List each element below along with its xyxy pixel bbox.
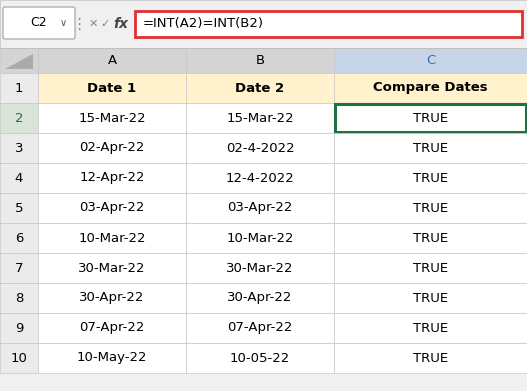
Bar	[0, 193, 38, 223]
Text: 3: 3	[15, 142, 23, 154]
Bar	[334, 283, 527, 313]
Text: ∨: ∨	[60, 18, 66, 28]
Bar	[38, 163, 186, 193]
Text: fx: fx	[113, 17, 129, 31]
Bar	[38, 253, 186, 283]
Text: 30-Mar-22: 30-Mar-22	[78, 262, 146, 274]
Bar	[186, 253, 334, 283]
Text: 10-Mar-22: 10-Mar-22	[78, 231, 146, 244]
Bar	[38, 193, 186, 223]
Text: Compare Dates: Compare Dates	[373, 81, 488, 95]
Bar	[0, 133, 38, 163]
Text: 15-Mar-22: 15-Mar-22	[78, 111, 146, 124]
Text: 03-Apr-22: 03-Apr-22	[227, 201, 292, 215]
Text: 10-05-22: 10-05-22	[230, 352, 290, 364]
Text: 2: 2	[15, 111, 23, 124]
Bar	[335, 104, 526, 132]
Text: ⋮: ⋮	[71, 16, 86, 32]
Bar	[186, 133, 334, 163]
Text: TRUE: TRUE	[413, 201, 448, 215]
Bar	[0, 223, 38, 253]
Bar	[0, 103, 38, 133]
Text: Date 2: Date 2	[236, 81, 285, 95]
Text: TRUE: TRUE	[413, 321, 448, 334]
Text: 7: 7	[15, 262, 23, 274]
Text: TRUE: TRUE	[413, 292, 448, 305]
Bar	[334, 73, 527, 103]
Text: Date 1: Date 1	[87, 81, 136, 95]
Text: 03-Apr-22: 03-Apr-22	[79, 201, 145, 215]
Bar	[186, 313, 334, 343]
Text: 5: 5	[15, 201, 23, 215]
Bar	[334, 313, 527, 343]
Bar	[0, 0, 527, 48]
Text: 07-Apr-22: 07-Apr-22	[227, 321, 292, 334]
Text: TRUE: TRUE	[413, 231, 448, 244]
Text: TRUE: TRUE	[413, 352, 448, 364]
Text: 07-Apr-22: 07-Apr-22	[79, 321, 145, 334]
Bar	[0, 73, 38, 103]
Text: 1: 1	[15, 81, 23, 95]
Bar	[38, 48, 186, 73]
Bar	[38, 313, 186, 343]
Bar	[334, 343, 527, 373]
Polygon shape	[5, 54, 33, 69]
Text: 4: 4	[15, 172, 23, 185]
Text: C2: C2	[31, 16, 47, 29]
Text: TRUE: TRUE	[413, 172, 448, 185]
Text: TRUE: TRUE	[413, 262, 448, 274]
Text: =INT(A2)=INT(B2): =INT(A2)=INT(B2)	[143, 18, 264, 30]
Bar	[0, 343, 38, 373]
Bar	[186, 163, 334, 193]
Bar	[334, 48, 527, 73]
Text: 30-Mar-22: 30-Mar-22	[226, 262, 294, 274]
Text: 10-Mar-22: 10-Mar-22	[226, 231, 294, 244]
Bar	[186, 193, 334, 223]
Text: A: A	[108, 54, 116, 67]
Text: 10-May-22: 10-May-22	[77, 352, 147, 364]
Text: 02-Apr-22: 02-Apr-22	[79, 142, 145, 154]
Text: 10: 10	[11, 352, 27, 364]
Bar	[38, 103, 186, 133]
Bar	[186, 48, 334, 73]
Bar	[0, 313, 38, 343]
Text: B: B	[256, 54, 265, 67]
Bar	[334, 223, 527, 253]
Bar	[38, 133, 186, 163]
Text: 30-Apr-22: 30-Apr-22	[79, 292, 145, 305]
Bar	[334, 163, 527, 193]
Bar	[334, 103, 527, 133]
Text: 15-Mar-22: 15-Mar-22	[226, 111, 294, 124]
Bar	[186, 343, 334, 373]
Bar	[0, 48, 38, 73]
Text: 02-4-2022: 02-4-2022	[226, 142, 294, 154]
Text: 9: 9	[15, 321, 23, 334]
Bar	[135, 11, 522, 37]
Bar	[38, 343, 186, 373]
FancyBboxPatch shape	[3, 7, 75, 39]
Bar	[0, 283, 38, 313]
Text: C: C	[426, 54, 435, 67]
Text: 6: 6	[15, 231, 23, 244]
Text: 30-Apr-22: 30-Apr-22	[227, 292, 292, 305]
Text: ✕: ✕	[89, 19, 97, 29]
Bar	[186, 103, 334, 133]
Bar	[0, 253, 38, 283]
Text: ✓: ✓	[100, 19, 110, 29]
Text: TRUE: TRUE	[413, 142, 448, 154]
Bar	[38, 73, 186, 103]
Text: 8: 8	[15, 292, 23, 305]
Bar	[334, 193, 527, 223]
Text: 12-Apr-22: 12-Apr-22	[79, 172, 145, 185]
Bar	[334, 133, 527, 163]
Bar	[38, 223, 186, 253]
Bar	[334, 253, 527, 283]
Text: TRUE: TRUE	[413, 111, 448, 124]
Text: 12-4-2022: 12-4-2022	[226, 172, 295, 185]
Bar	[186, 73, 334, 103]
Bar	[186, 223, 334, 253]
Bar	[186, 283, 334, 313]
Bar	[0, 163, 38, 193]
Bar	[38, 283, 186, 313]
